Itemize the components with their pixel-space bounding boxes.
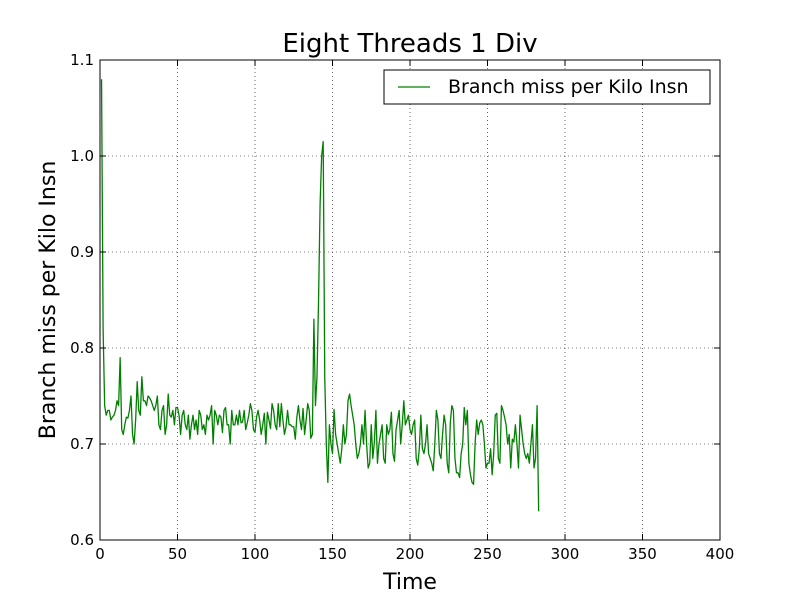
grid-lines bbox=[100, 60, 720, 540]
y-axis-label: Branch miss per Kilo Insn bbox=[36, 161, 61, 440]
legend-label: Branch miss per Kilo Insn bbox=[448, 76, 689, 98]
y-tick-label: 0.8 bbox=[70, 339, 94, 357]
legend: Branch miss per Kilo Insn bbox=[383, 69, 711, 105]
series-line-0 bbox=[100, 79, 540, 512]
x-tick-label: 150 bbox=[318, 545, 347, 563]
x-tick-label: 300 bbox=[551, 545, 580, 563]
y-tick-label: 1.0 bbox=[70, 147, 94, 165]
chart-title: Eight Threads 1 Div bbox=[282, 29, 537, 59]
x-tick-label: 400 bbox=[706, 545, 735, 563]
series-group bbox=[100, 79, 540, 512]
y-tick-label: 0.9 bbox=[70, 243, 94, 261]
x-tick-label: 200 bbox=[396, 545, 425, 563]
y-tick-label: 1.1 bbox=[70, 51, 94, 69]
x-axis-label: Time bbox=[382, 570, 437, 595]
x-tick-label: 350 bbox=[628, 545, 657, 563]
x-tick-label: 0 bbox=[95, 545, 105, 563]
x-tick-label: 250 bbox=[473, 545, 502, 563]
legend-box bbox=[383, 69, 711, 105]
y-tick-label: 0.7 bbox=[70, 435, 94, 453]
axis-ticks: 0 50 100 150 200 250 300 350 400 0.6 0.7 0.8 0.9 1.0 1… bbox=[70, 51, 734, 563]
x-tick-label: 100 bbox=[241, 545, 270, 563]
y-tick-label: 0.6 bbox=[70, 531, 94, 549]
x-tick-label: 50 bbox=[168, 545, 187, 563]
